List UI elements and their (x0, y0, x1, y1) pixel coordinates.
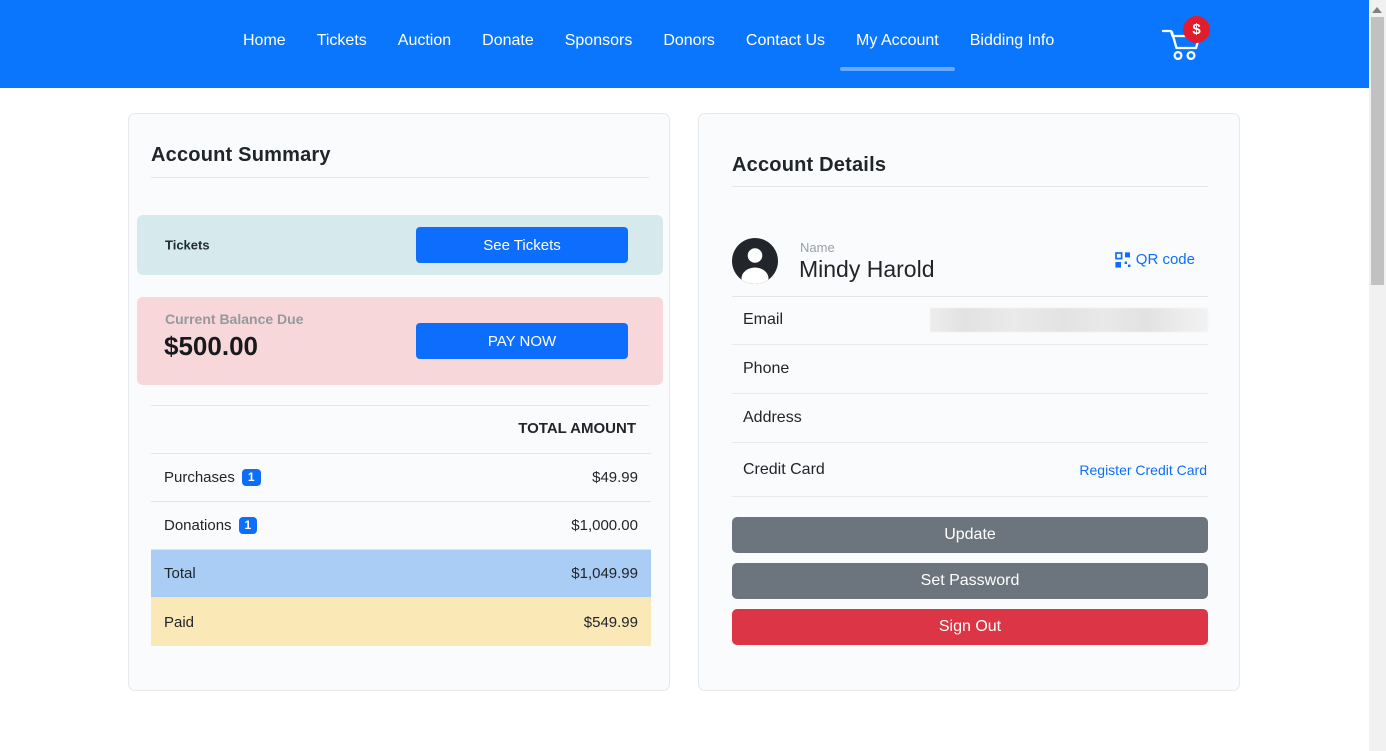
total-label: Total (164, 565, 196, 582)
tickets-box: Tickets See Tickets (137, 215, 663, 275)
donations-count-badge: 1 (238, 516, 258, 534)
table-row-donations: Donations 1 $1,000.00 (151, 502, 651, 550)
table-row-purchases: Purchases 1 $49.99 (151, 454, 651, 502)
nav-item-donors[interactable]: Donors (663, 32, 715, 49)
field-row-phone: Phone (732, 345, 1208, 394)
account-summary-title: Account Summary (151, 144, 331, 166)
nav-item-home[interactable]: Home (243, 32, 286, 49)
purchases-value: $49.99 (592, 469, 638, 486)
nav-item-sponsors[interactable]: Sponsors (564, 32, 633, 49)
donations-label: Donations (164, 516, 232, 534)
summary-table: Purchases 1 $49.99 Donations 1 $1,000.00 T… (151, 453, 651, 646)
nav-item-donate[interactable]: Donate (482, 32, 534, 49)
row-label: Purchases 1 (164, 468, 261, 487)
pay-now-button[interactable]: PAY NOW (416, 323, 628, 359)
sign-out-button[interactable]: Sign Out (732, 609, 1208, 645)
qr-link-label: QR code (1135, 251, 1195, 268)
qr-code-icon (1114, 251, 1131, 268)
row-label: Donations 1 (164, 516, 258, 535)
nav-item-tickets[interactable]: Tickets (316, 32, 367, 49)
divider (732, 296, 1208, 297)
main-nav: Home Tickets Auction Donate Sponsors Don… (243, 0, 1054, 82)
balance-due-label: Current Balance Due (165, 311, 304, 327)
field-row-address: Address (732, 394, 1208, 443)
paid-value: $549.99 (583, 613, 638, 631)
total-value: $1,049.99 (571, 565, 638, 582)
user-name: Mindy Harold (799, 256, 935, 282)
name-label: Name (800, 240, 835, 255)
top-navbar: Home Tickets Auction Donate Sponsors Don… (0, 0, 1369, 88)
nav-item-contact-us[interactable]: Contact Us (745, 32, 826, 49)
set-password-button[interactable]: Set Password (732, 563, 1208, 599)
see-tickets-button[interactable]: See Tickets (416, 227, 628, 263)
purchases-label: Purchases (164, 468, 235, 486)
scrollbar-thumb[interactable] (1371, 17, 1384, 285)
account-details-card: Account Details Name Mindy Harold QR cod… (698, 113, 1240, 691)
paid-label: Paid (164, 613, 195, 631)
phone-label: Phone (743, 360, 790, 377)
address-label: Address (743, 409, 802, 426)
cart-badge-text: $ (1192, 21, 1201, 38)
table-row-paid: Paid $549.99 (151, 598, 651, 646)
qr-code-link[interactable]: QR code (1114, 251, 1195, 268)
nav-item-bidding-info[interactable]: Bidding Info (969, 32, 1055, 49)
scrollbar-up-arrow[interactable] (1372, 7, 1382, 13)
scrollbar[interactable] (1369, 0, 1386, 751)
tickets-label: Tickets (165, 237, 210, 253)
balance-due-box: Current Balance Due $500.00 PAY NOW (137, 297, 663, 385)
table-row-total: Total $1,049.99 (151, 550, 651, 598)
avatar-icon (732, 238, 778, 284)
cart-dollar-badge: $ (1183, 16, 1210, 43)
divider (151, 405, 649, 406)
nav-item-auction[interactable]: Auction (397, 32, 452, 49)
account-details-title: Account Details (732, 154, 887, 176)
account-summary-card: Account Summary Tickets See Tickets Curr… (128, 113, 670, 691)
divider (732, 186, 1208, 187)
donations-value: $1,000.00 (571, 517, 638, 534)
total-amount-header: TOTAL AMOUNT (518, 420, 636, 437)
register-credit-card-link[interactable]: Register Credit Card (1079, 461, 1207, 478)
field-row-email: Email (732, 296, 1208, 345)
divider (151, 177, 649, 178)
cart-button[interactable]: $ (1161, 15, 1217, 65)
balance-due-amount: $500.00 (164, 331, 258, 361)
email-redacted-value (930, 308, 1208, 332)
update-button[interactable]: Update (732, 517, 1208, 553)
purchases-count-badge: 1 (241, 468, 261, 486)
details-fields: Email Phone Address Credit Card Register… (732, 296, 1208, 497)
field-row-credit-card: Credit Card Register Credit Card (732, 443, 1208, 497)
nav-item-my-account[interactable]: My Account (840, 32, 955, 71)
credit-card-label: Credit Card (743, 460, 825, 478)
email-label: Email (743, 311, 784, 328)
